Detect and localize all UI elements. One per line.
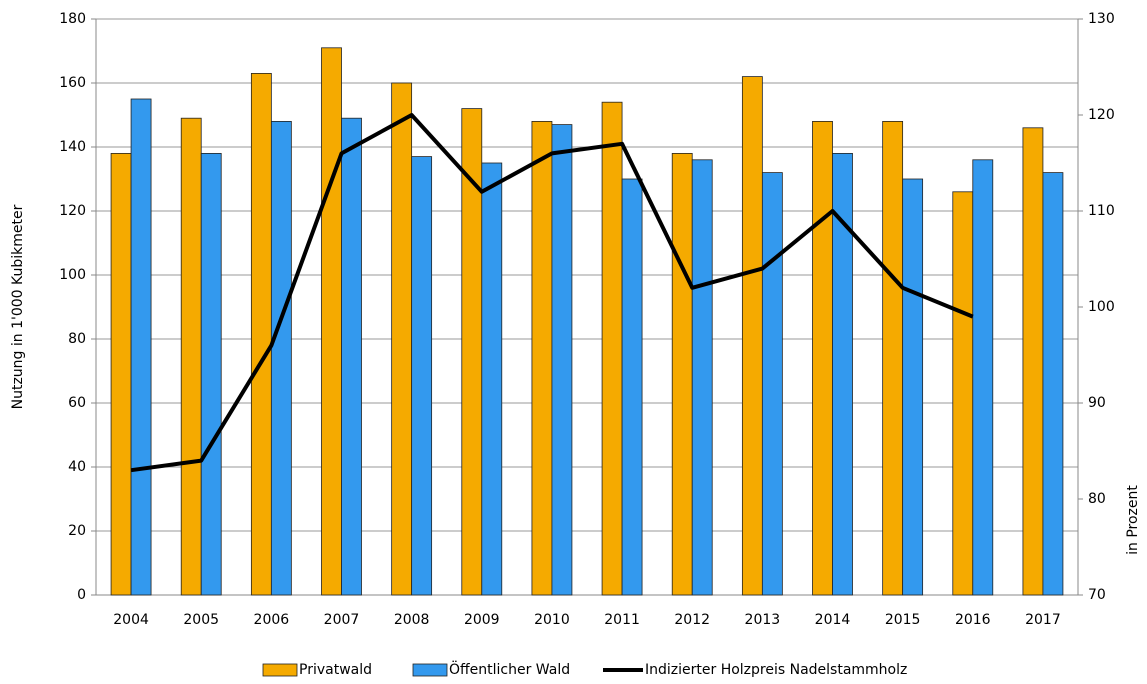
- y-tick-label: 60: [68, 395, 86, 411]
- legend-swatch: [262, 663, 298, 677]
- y2-tick-label: 110: [1088, 203, 1115, 219]
- bar: [671, 152, 693, 596]
- y-tick-label: 80: [68, 331, 86, 347]
- bar: [551, 124, 573, 596]
- bar: [1022, 127, 1044, 596]
- bar: [902, 178, 924, 596]
- y2-axis-label: in Prozent: [1125, 485, 1141, 555]
- legend-label: Öffentlicher Wald: [449, 660, 570, 678]
- bar: [531, 121, 553, 596]
- bar: [691, 159, 713, 596]
- legend-swatch: [412, 663, 448, 677]
- x-tick-label: 2015: [885, 612, 921, 628]
- x-tick-label: 2010: [534, 612, 570, 628]
- bar: [1042, 172, 1064, 596]
- bar: [391, 82, 413, 596]
- x-tick-label: 2005: [183, 612, 219, 628]
- x-tick-label: 2007: [324, 612, 360, 628]
- y2-tick-label: 80: [1088, 491, 1106, 507]
- bar: [972, 159, 994, 596]
- x-tick-label: 2014: [815, 612, 851, 628]
- x-tick-label: 2008: [394, 612, 430, 628]
- x-tick-label: 2016: [955, 612, 991, 628]
- y-tick-label: 140: [59, 139, 86, 155]
- line: [130, 113, 974, 473]
- bar: [321, 47, 342, 596]
- y-tick-label: 180: [59, 11, 86, 27]
- x-tick-label: 2013: [745, 612, 781, 628]
- bar: [481, 162, 503, 596]
- y-tick-label: 120: [59, 203, 86, 219]
- x-tick-label: 2012: [674, 612, 710, 628]
- x-tick-label: 2006: [254, 612, 290, 628]
- bar: [952, 191, 974, 596]
- bar: [741, 76, 763, 596]
- bar: [832, 152, 853, 596]
- bar: [270, 121, 292, 596]
- y2-tick-label: 130: [1088, 11, 1115, 27]
- y-axis-label: Nutzung in 1'000 Kubikmeter: [10, 204, 26, 409]
- bar: [200, 152, 222, 596]
- bar: [250, 73, 272, 596]
- bar: [812, 121, 833, 596]
- y-tick-label: 20: [68, 523, 86, 539]
- y2-tick-label: 90: [1088, 395, 1106, 411]
- x-tick-label: 2004: [113, 612, 149, 628]
- y-tick-label: 0: [77, 587, 86, 603]
- x-tick-label: 2017: [1025, 612, 1061, 628]
- y-tick-label: 40: [68, 459, 86, 475]
- bar: [621, 178, 643, 596]
- bar: [882, 121, 904, 596]
- legend-label: Privatwald: [299, 662, 372, 678]
- y2-tick-label: 100: [1088, 299, 1115, 315]
- y2-tick-label: 70: [1088, 587, 1106, 603]
- y-tick-label: 160: [59, 75, 86, 91]
- y-tick-label: 100: [59, 267, 86, 283]
- legend-label: Indizierter Holzpreis Nadelstammholz: [645, 662, 907, 678]
- x-tick-label: 2011: [604, 612, 640, 628]
- bar: [761, 172, 783, 596]
- bar: [130, 98, 152, 596]
- x-tick-label: 2009: [464, 612, 500, 628]
- bar: [110, 152, 132, 596]
- bar: [411, 156, 433, 596]
- bar: [341, 117, 362, 596]
- bar: [601, 101, 623, 596]
- y2-tick-label: 120: [1088, 107, 1115, 123]
- bar: [180, 117, 202, 596]
